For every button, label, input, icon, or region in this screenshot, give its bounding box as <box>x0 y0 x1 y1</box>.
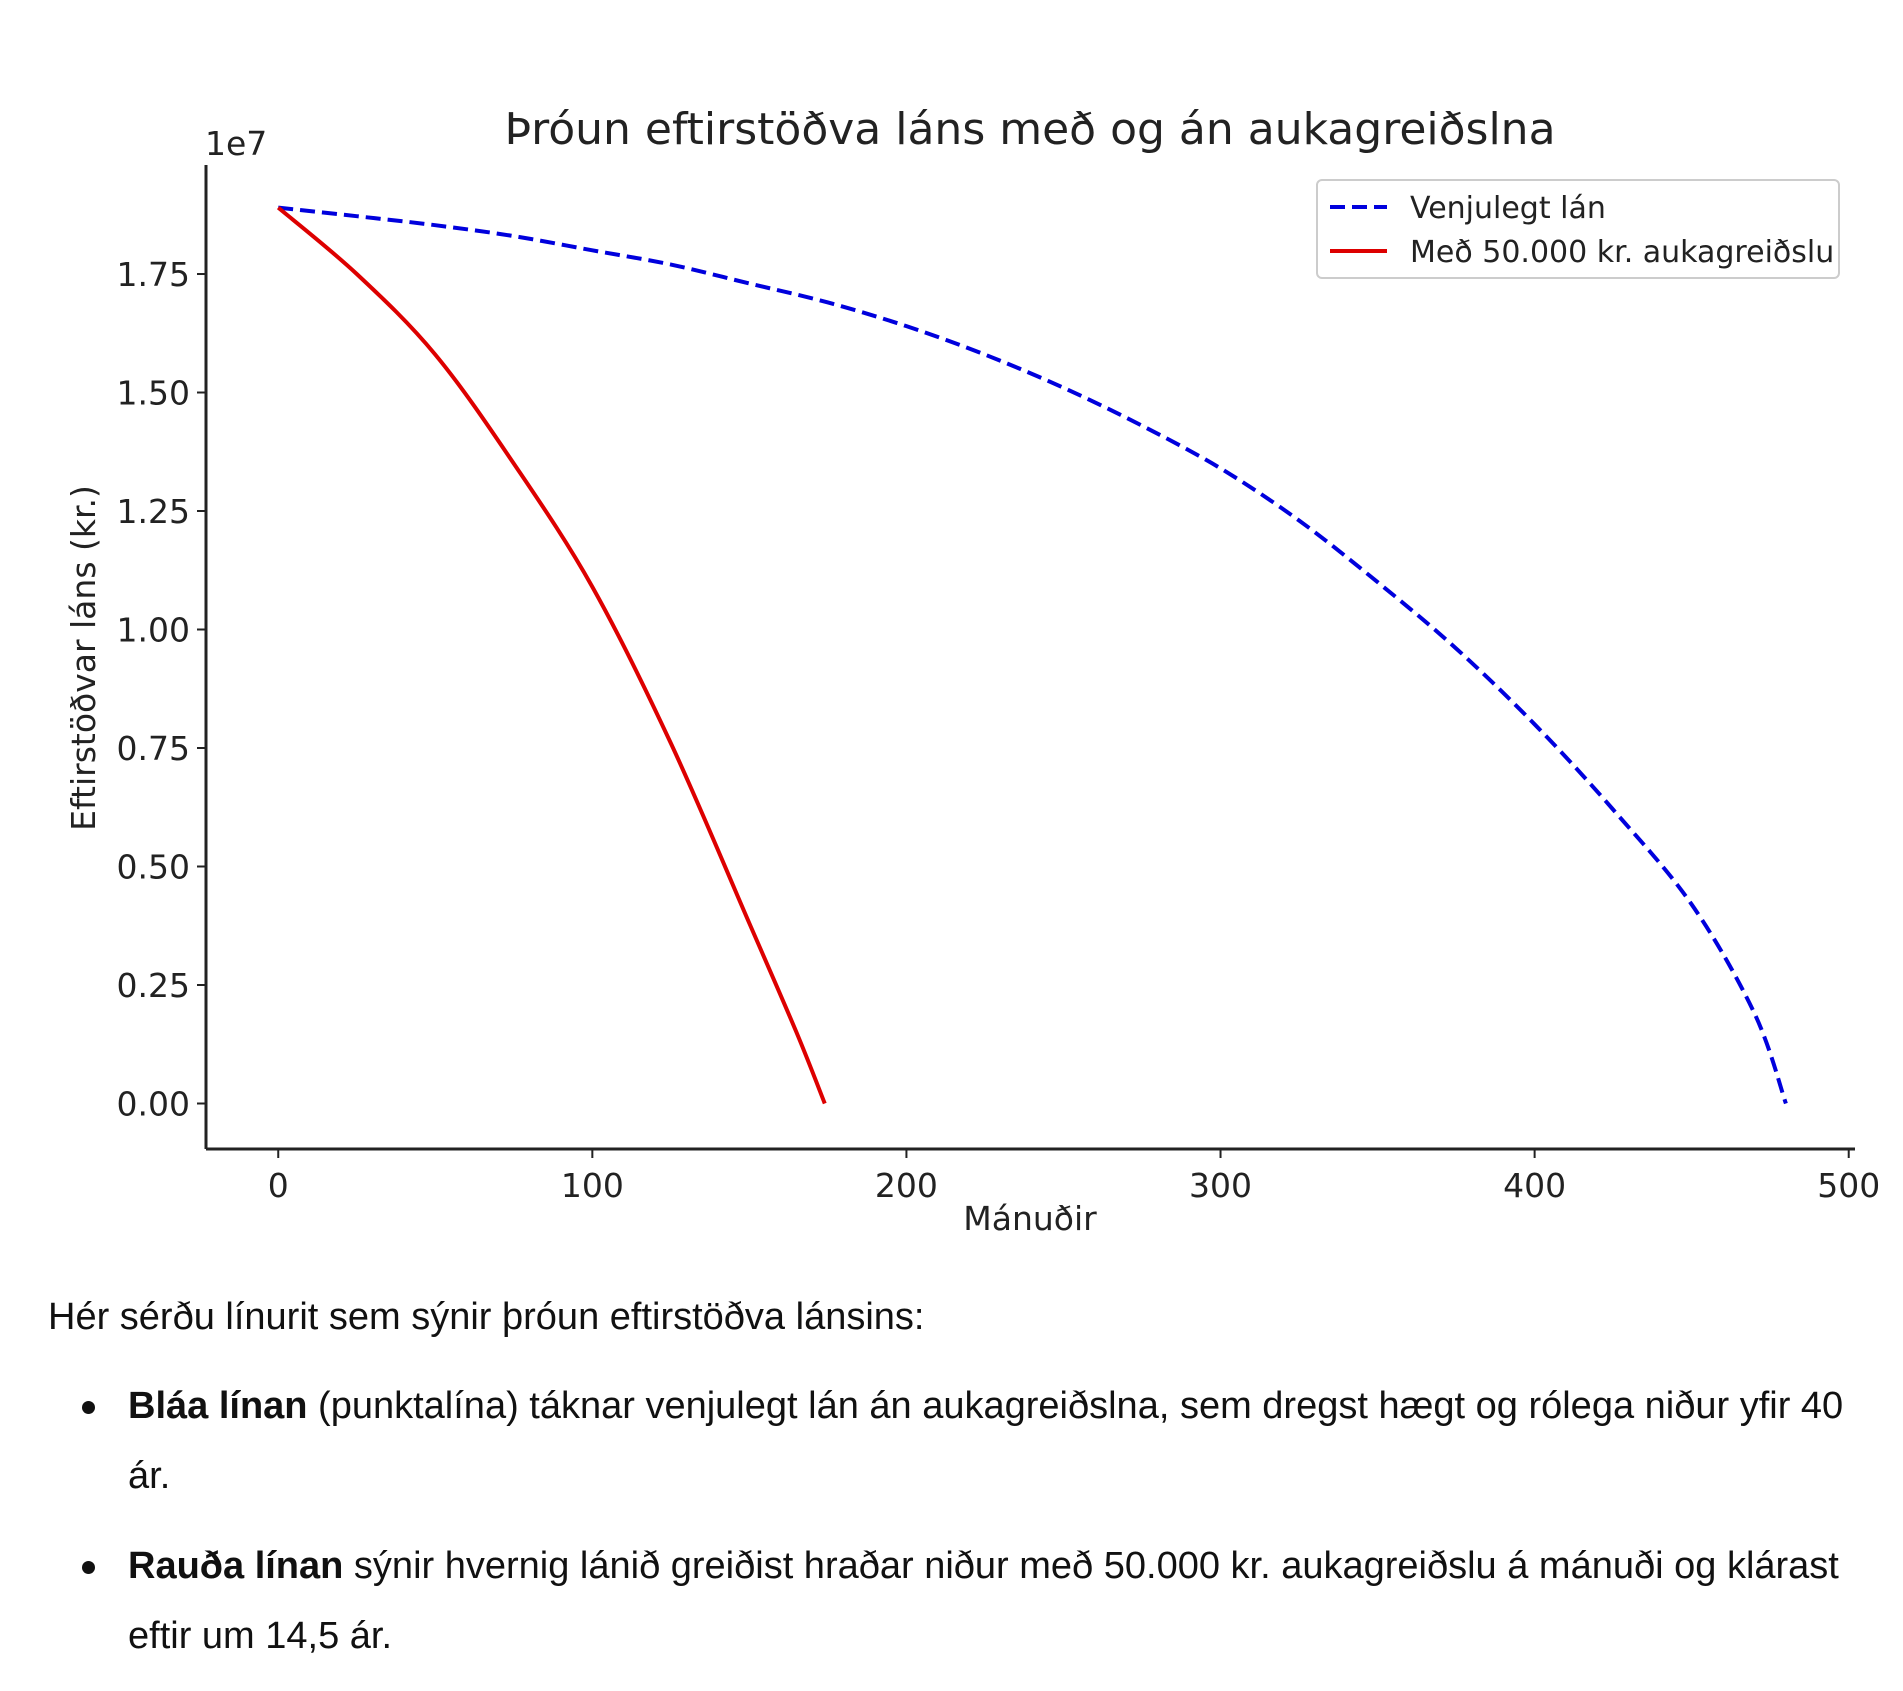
explanation-item-text: sýnir hvernig lánið greiðist hraðar niðu… <box>128 1545 1839 1657</box>
explanation-item-blue-line: Bláa línan (punktalína) táknar venjulegt… <box>82 1371 1868 1511</box>
x-tick-label: 100 <box>561 1166 624 1205</box>
axes <box>204 165 1855 1151</box>
x-tick-label: 500 <box>1817 1166 1880 1205</box>
explanation-intro: Hér sérðu línurit sem sýnir þróun eftirs… <box>48 1296 925 1338</box>
series-line-extra-payment <box>276 206 827 1105</box>
y-tick-label: 1.50 <box>117 374 190 413</box>
data-series <box>276 205 1788 1105</box>
y-axis-label: Eftirstöðvar láns (kr.) <box>64 485 103 831</box>
x-tick-label: 200 <box>875 1166 938 1205</box>
y-tick-label: 0.00 <box>117 1084 190 1123</box>
x-tick-label: 300 <box>1189 1166 1252 1205</box>
legend: Venjulegt lán Með 50.000 kr. aukagreiðsl… <box>1316 179 1840 279</box>
loan-balance-chart: Þróun eftirstöðva láns með og án aukagre… <box>64 104 1881 1238</box>
y-axis-offset-text: 1e7 <box>205 124 267 163</box>
y-tick-label: 1.00 <box>117 611 190 650</box>
explanation-item-title: Bláa línan <box>128 1385 308 1427</box>
legend-frame <box>1316 179 1840 279</box>
legend-label-regular-loan: Venjulegt lán <box>1410 191 1606 226</box>
explanation-item-red-line: Rauða línan sýnir hvernig lánið greiðist… <box>82 1531 1868 1671</box>
y-tick-label: 0.75 <box>117 729 190 768</box>
y-tick-label: 0.50 <box>117 848 190 887</box>
chart-explanation: Hér sérðu línurit sem sýnir þróun eftirs… <box>48 1285 1868 1691</box>
explanation-item-title: Rauða línan <box>128 1545 344 1587</box>
chart-container: Þróun eftirstöðva láns með og án aukagre… <box>64 104 1881 1238</box>
chart-title: Þróun eftirstöðva láns með og án aukagre… <box>504 104 1555 155</box>
axis-ticks: 0 100 200 300 400 500 0.00 0.25 0.50 0.75 1.00 1.25… <box>117 255 1881 1205</box>
y-tick-label: 1.75 <box>117 255 190 294</box>
y-tick-label: 1.25 <box>117 492 190 531</box>
explanation-item-text: (punktalína) táknar venjulegt lán án auk… <box>128 1385 1844 1497</box>
x-tick-label: 400 <box>1503 1166 1566 1205</box>
legend-label-extra-payment: Með 50.000 kr. aukagreiðslu <box>1410 235 1834 270</box>
y-tick-label: 0.25 <box>117 966 190 1005</box>
series-line-regular-loan <box>278 205 1788 1105</box>
x-axis-label: Mánuðir <box>963 1199 1097 1238</box>
explanation-list: Bláa línan (punktalína) táknar venjulegt… <box>48 1371 1868 1671</box>
x-tick-label: 0 <box>268 1166 289 1205</box>
